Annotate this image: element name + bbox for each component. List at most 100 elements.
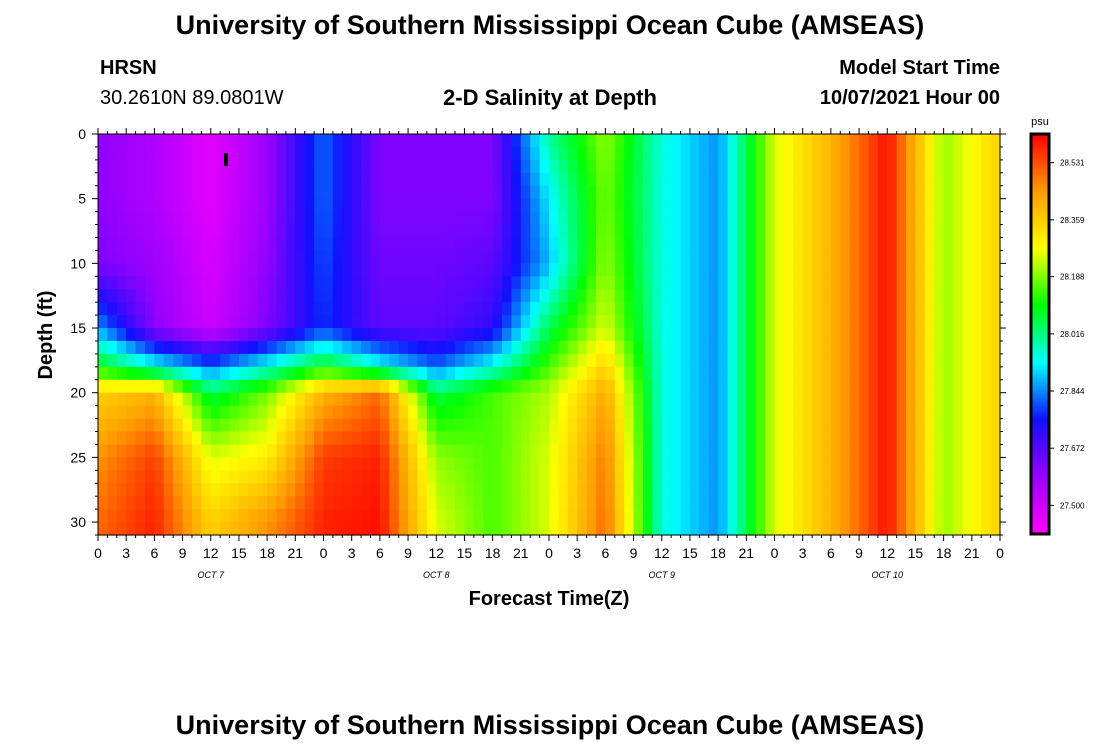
heatmap-cell <box>953 392 964 407</box>
heatmap-cell <box>408 522 419 536</box>
heatmap-cell <box>595 250 606 264</box>
heatmap-cell <box>323 159 334 174</box>
heatmap-cell <box>558 379 569 394</box>
heatmap-cell <box>699 276 710 290</box>
heatmap-cell <box>652 159 663 174</box>
heatmap-cell <box>520 159 531 174</box>
heatmap-cell <box>624 457 635 471</box>
heatmap-cell <box>793 263 804 277</box>
heatmap-cell <box>173 496 184 510</box>
heatmap-cell <box>671 276 682 290</box>
heatmap-cell <box>802 159 813 174</box>
heatmap-cell <box>830 418 841 433</box>
heatmap-cell <box>567 496 578 510</box>
heatmap-cell <box>351 315 362 329</box>
heatmap-cell <box>464 198 475 213</box>
heatmap-cell <box>398 496 409 510</box>
heatmap-cell <box>595 302 606 316</box>
heatmap-cell <box>332 185 343 200</box>
heatmap-cell <box>408 457 419 471</box>
heatmap-cell <box>257 328 268 342</box>
heatmap-cell <box>379 366 390 381</box>
heatmap-cell <box>351 522 362 536</box>
heatmap-cell <box>248 405 259 420</box>
heatmap-cell <box>455 315 466 329</box>
heatmap-cell <box>924 444 935 458</box>
heatmap-cell <box>971 224 982 239</box>
heatmap-cell <box>267 185 278 200</box>
heatmap-cell <box>783 405 794 420</box>
heatmap-cell <box>285 224 296 239</box>
heatmap-cell <box>473 172 484 187</box>
heatmap-cell <box>483 198 494 213</box>
heatmap-cell <box>285 509 296 523</box>
heatmap-cell <box>379 302 390 316</box>
heatmap-cell <box>953 134 964 148</box>
heatmap-cell <box>502 134 513 148</box>
heatmap-cell <box>502 276 513 290</box>
heatmap-cell <box>530 509 541 523</box>
heatmap-cell <box>126 522 137 536</box>
heatmap-cell <box>276 159 287 174</box>
heatmap-cell <box>107 328 118 342</box>
heatmap-cell <box>849 198 860 213</box>
heatmap-cell <box>699 366 710 381</box>
heatmap-cell <box>783 496 794 510</box>
heatmap-cell <box>934 418 945 433</box>
heatmap-cell <box>154 276 165 290</box>
heatmap-cell <box>840 185 851 200</box>
heatmap-cell <box>689 276 700 290</box>
heatmap-cell <box>595 366 606 381</box>
heatmap-cell <box>144 315 155 329</box>
heatmap-cell <box>370 405 381 420</box>
heatmap-cell <box>436 522 447 536</box>
heatmap-cell <box>793 457 804 471</box>
heatmap-cell <box>943 302 954 316</box>
heatmap-cell <box>877 418 888 433</box>
heatmap-cell <box>323 250 334 264</box>
heatmap-cell <box>614 211 625 226</box>
heatmap-cell <box>849 405 860 420</box>
heatmap-cell <box>351 302 362 316</box>
heatmap-cell <box>314 263 325 277</box>
heatmap-cell <box>755 457 766 471</box>
heatmap-cell <box>943 185 954 200</box>
heatmap-cell <box>379 509 390 523</box>
heatmap-cell <box>351 366 362 381</box>
heatmap-cell <box>361 392 372 407</box>
heatmap-cell <box>718 198 729 213</box>
heatmap-cell <box>877 289 888 303</box>
heatmap-cell <box>276 353 287 368</box>
heatmap-cell <box>511 405 522 420</box>
heatmap-cell <box>661 276 672 290</box>
heatmap-cell <box>859 522 870 536</box>
heatmap-cell <box>276 470 287 484</box>
heatmap-cell <box>661 522 672 536</box>
heatmap-cell <box>887 405 898 420</box>
heatmap-cell <box>530 263 541 277</box>
heatmap-cell <box>408 418 419 433</box>
heatmap-cell <box>736 185 747 200</box>
heatmap-cell <box>943 470 954 484</box>
heatmap-cell <box>314 340 325 355</box>
heatmap-cell <box>210 431 221 446</box>
heatmap-cell <box>765 366 776 381</box>
heatmap-cell <box>389 418 400 433</box>
heatmap-cell <box>173 263 184 277</box>
heatmap-cell <box>210 496 221 510</box>
heatmap-cell <box>680 379 691 394</box>
heatmap-cell <box>699 509 710 523</box>
heatmap-cell <box>370 289 381 303</box>
heatmap-cell <box>154 289 165 303</box>
heatmap-cell <box>163 328 174 342</box>
heatmap-cell <box>689 302 700 316</box>
heatmap-cell <box>210 366 221 381</box>
heatmap-cell <box>332 134 343 148</box>
heatmap-cell <box>135 457 146 471</box>
heatmap-cell <box>981 509 992 523</box>
heatmap-cell <box>812 328 823 342</box>
heatmap-cell <box>830 250 841 264</box>
heatmap-cell <box>323 431 334 446</box>
heatmap-cell <box>511 250 522 264</box>
heatmap-cell <box>464 509 475 523</box>
